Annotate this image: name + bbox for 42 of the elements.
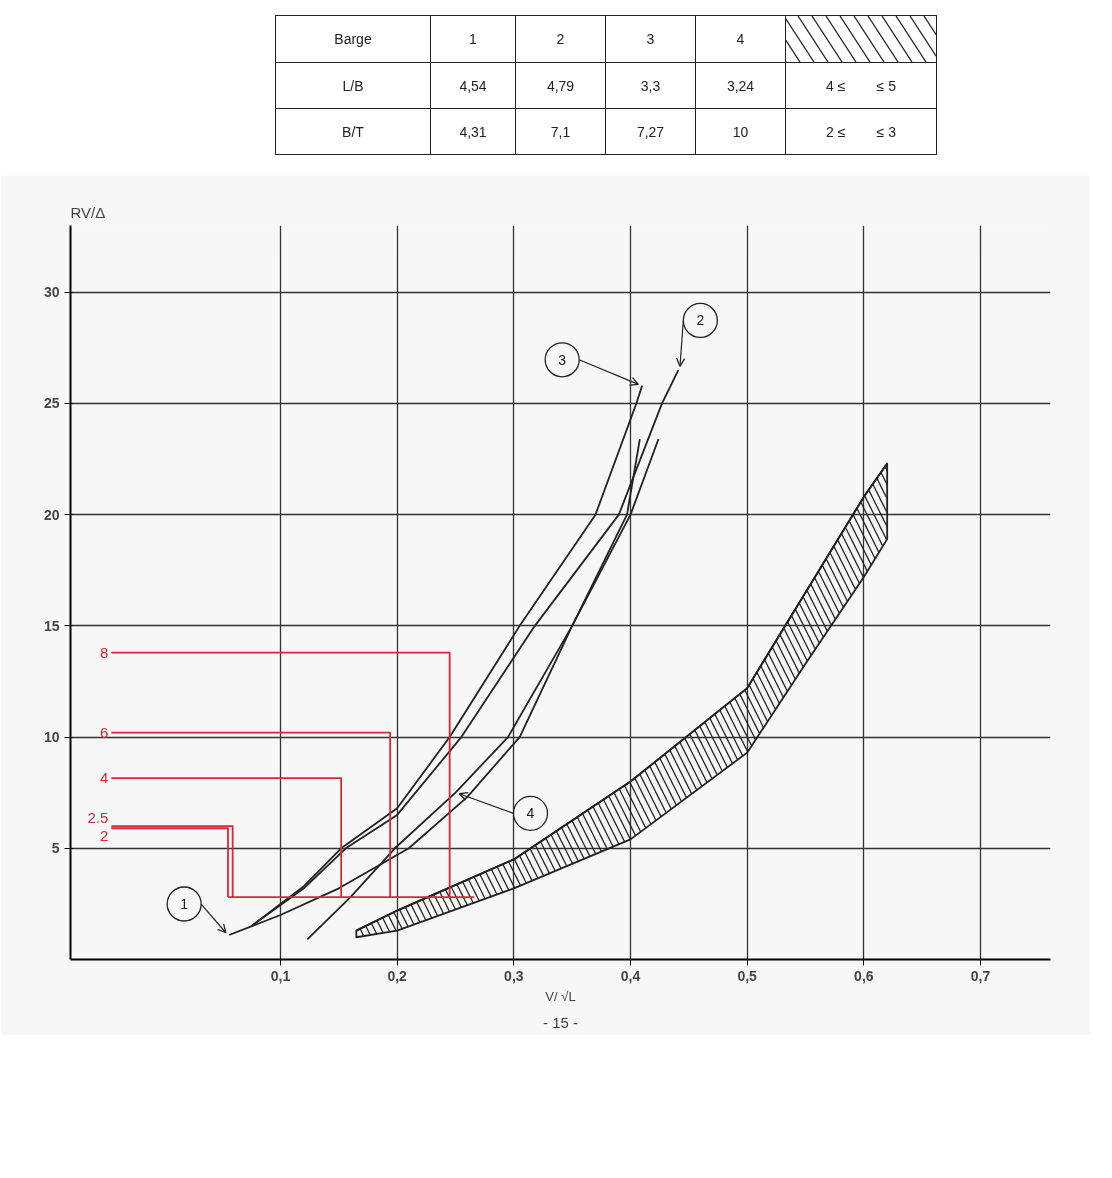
x-tick-label: 0,4 [620,967,641,984]
series-label: 8 [99,643,109,661]
text: Barge [275,15,431,63]
text: 4,79 [515,62,606,109]
x-axis-title: V/ √L [545,988,576,1004]
text: 1 [430,15,516,63]
y-tick-label: 25 [43,395,60,412]
text: L/B [275,62,431,109]
series-label: 4 [99,769,109,787]
text: 10 [695,108,786,155]
y-tick-label: 15 [43,617,60,634]
text: 2 ≤ ≤ 3 [785,108,937,155]
text: 3 [605,15,696,63]
series-label: 6 [99,723,109,741]
text: 3,3 [605,62,696,109]
x-tick-label: 0,7 [970,967,991,984]
x-tick-label: 0,2 [387,967,408,984]
text: 2 [515,15,606,63]
x-tick-label: 0,3 [504,967,524,984]
series-label: 2.5 [87,809,109,827]
text: 4,31 [430,108,516,155]
text: 3,24 [695,62,786,109]
text: 3 [558,351,567,368]
text: 7,27 [605,108,696,155]
text: B/T [275,108,431,155]
series-label: 2 [99,827,109,845]
text: - 15 - [543,1013,579,1031]
text: 4 [695,15,786,63]
y-tick-label: 10 [43,729,60,746]
text: 4 ≤ ≤ 5 [785,62,937,109]
y-axis-title: RV/Δ [70,203,106,221]
x-tick-label: 0,1 [270,967,291,984]
x-tick-label: 0,5 [737,967,758,984]
x-tick-label: 0,6 [854,967,874,984]
y-tick-label: 5 [51,840,60,857]
y-tick-label: 30 [43,284,60,301]
y-tick-label: 20 [43,506,60,523]
text: 2 [696,312,705,329]
text: 4 [526,805,535,822]
text: 7,1 [515,108,606,155]
text: 1 [180,896,189,913]
text: 4,54 [430,62,516,109]
